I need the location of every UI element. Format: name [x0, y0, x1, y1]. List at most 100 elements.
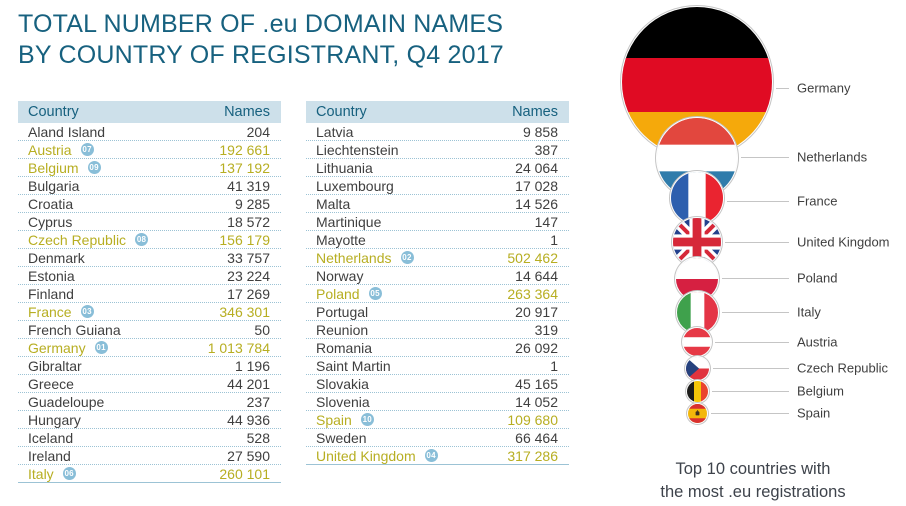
connector-line-united-kingdom: [725, 242, 789, 243]
table-row: Denmark 33 757: [18, 249, 281, 267]
rank-badge: 09: [87, 161, 101, 174]
rank-badge: 10: [360, 413, 374, 426]
names-cell: 387: [534, 141, 558, 158]
chart-caption-line1: Top 10 countries with: [675, 460, 831, 478]
rank-badge: 05: [368, 287, 382, 300]
table-row: Liechtenstein 387: [306, 141, 569, 159]
names-cell: 137 192: [219, 159, 270, 176]
names-cell: 33 757: [227, 249, 270, 266]
table-row: Romania 26 092: [306, 339, 569, 357]
country-cell: Cyprus: [28, 213, 73, 230]
table-row: Austria 07 192 661: [18, 141, 281, 159]
names-cell: 192 661: [219, 141, 270, 158]
country-cell: Malta: [316, 195, 351, 212]
country-cell: Latvia: [316, 123, 354, 140]
country-cell: Czech Republic 08: [28, 231, 149, 248]
country-cell: Martinique: [316, 213, 382, 230]
country-cell: Romania: [316, 339, 373, 356]
country-column-header: Country: [28, 104, 79, 120]
country-cell: Bulgaria: [28, 177, 80, 194]
names-cell: 45 165: [515, 375, 558, 392]
table-row: Cyprus 18 572: [18, 213, 281, 231]
table-row: Slovakia 45 165: [306, 375, 569, 393]
flag-bubble-italy: [676, 291, 718, 333]
names-cell: 17 269: [227, 285, 270, 302]
bubble-label-czech-republic: Czech Republic: [797, 360, 889, 376]
country-cell: Poland 05: [316, 285, 382, 302]
rank-badge: 04: [424, 449, 438, 462]
flag-bubble-austria: [683, 328, 711, 356]
country-cell: Lithuania: [316, 159, 373, 176]
table-row: United Kingdom 04 317 286: [306, 447, 569, 465]
table-row: Aland Island 204: [18, 123, 281, 141]
names-cell: 14 644: [515, 267, 558, 284]
country-cell: Slovakia: [316, 375, 369, 392]
names-cell: 319: [534, 321, 558, 338]
rank-badge: 06: [62, 467, 76, 480]
table-row: Iceland 528: [18, 429, 281, 447]
table-row: Slovenia 14 052: [306, 393, 569, 411]
page-title: TOTAL NUMBER OF .eu DOMAIN NAMES BY COUN…: [18, 9, 504, 71]
table-row: Netherlands 02 502 462: [306, 249, 569, 267]
country-cell: Greece: [28, 375, 74, 392]
names-cell: 18 572: [227, 213, 270, 230]
table-row: Belgium 09 137 192: [18, 159, 281, 177]
table-row: Poland 05 263 364: [306, 285, 569, 303]
table-row: Luxembourg 17 028: [306, 177, 569, 195]
country-cell: France 03: [28, 303, 94, 320]
country-cell: Belgium 09: [28, 159, 101, 176]
table-row: Martinique 147: [306, 213, 569, 231]
connector-line-belgium: [711, 391, 789, 392]
table-row: Gibraltar 1 196: [18, 357, 281, 375]
country-cell: Portugal: [316, 303, 369, 320]
bubble-label-austria: Austria: [797, 334, 838, 350]
bubble-label-spain: Spain: [797, 405, 831, 421]
bubble-label-poland: Poland: [797, 270, 838, 286]
table-row: Czech Republic 08 156 179: [18, 231, 281, 249]
names-cell: 50: [254, 321, 270, 338]
connector-line-italy: [721, 312, 789, 313]
names-cell: 14 052: [515, 393, 558, 410]
page-title-line1: TOTAL NUMBER OF .eu DOMAIN NAMES: [18, 10, 504, 38]
connector-line-spain: [710, 413, 789, 414]
country-cell: Gibraltar: [28, 357, 82, 374]
table-row: Guadeloupe 237: [18, 393, 281, 411]
names-cell: 1 013 784: [207, 339, 270, 356]
table-row: Norway 14 644: [306, 267, 569, 285]
table-row: Hungary 44 936: [18, 411, 281, 429]
bubble-label-germany: Germany: [797, 80, 851, 96]
country-cell: Iceland: [28, 429, 74, 446]
country-cell: Germany 01: [28, 339, 108, 356]
table-row: Sweden 66 464: [306, 429, 569, 447]
names-cell: 263 364: [507, 285, 558, 302]
country-cell: Reunion: [316, 321, 369, 338]
france-flag-icon: [671, 172, 723, 224]
table-header-row: Country Names: [306, 101, 569, 123]
names-cell: 24 064: [515, 159, 558, 176]
country-cell: Liechtenstein: [316, 141, 399, 158]
names-cell: 1 196: [234, 357, 270, 374]
flag-bubble-czech-republic: [685, 356, 709, 380]
names-cell: 109 680: [507, 411, 558, 428]
bubble-label-netherlands: Netherlands: [797, 149, 868, 165]
table-row: Bulgaria 41 319: [18, 177, 281, 195]
table-row: Lithuania 24 064: [306, 159, 569, 177]
names-cell: 1: [550, 357, 558, 374]
names-cell: 317 286: [507, 447, 558, 464]
country-cell: Denmark: [28, 249, 85, 266]
connector-line-germany: [776, 88, 789, 89]
country-cell: Sweden: [316, 429, 367, 446]
country-cell: French Guiana: [28, 321, 121, 338]
table-header-row: Country Names: [18, 101, 281, 123]
belgium-flag-icon: [686, 380, 708, 402]
country-cell: Netherlands 02: [316, 249, 414, 266]
names-cell: 23 224: [227, 267, 270, 284]
country-cell: Italy 06: [28, 465, 76, 482]
names-cell: 44 936: [227, 411, 270, 428]
country-cell: Aland Island: [28, 123, 106, 140]
bubble-label-france: France: [797, 193, 838, 209]
country-cell: Luxembourg: [316, 177, 394, 194]
country-cell: Croatia: [28, 195, 74, 212]
country-cell: Austria 07: [28, 141, 94, 158]
